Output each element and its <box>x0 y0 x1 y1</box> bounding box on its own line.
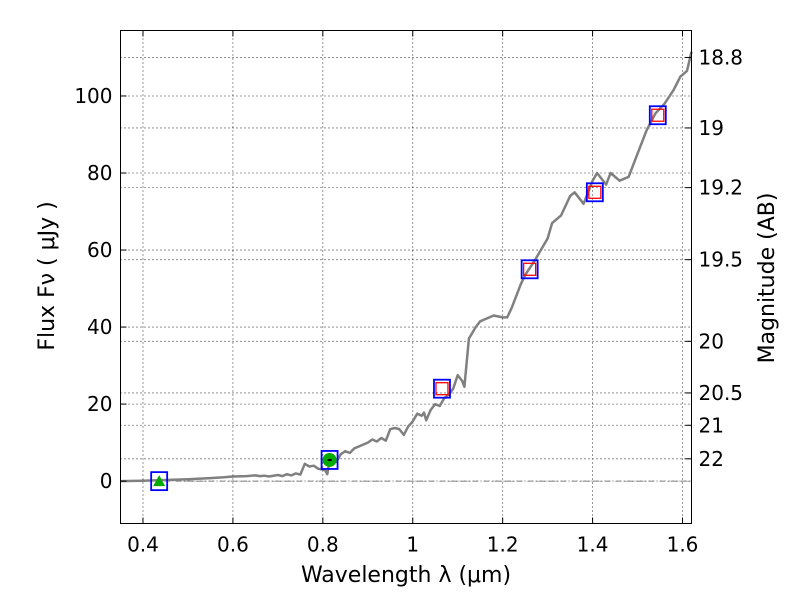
x-tick-label: 1.4 <box>577 533 609 557</box>
x-tick-label: 1 <box>406 533 419 557</box>
y-tick-label: 100 <box>74 84 112 108</box>
x-axis-ticks: 0.4 0.6 0.8 1 1.2 1.4 1.6 <box>127 30 699 557</box>
y-axis-label: Flux Fν ( μJy ) <box>35 201 60 350</box>
x-tick-label: 0.4 <box>127 533 159 557</box>
photometry-point-3 <box>433 378 451 399</box>
y2-tick-label: 21 <box>699 413 724 437</box>
plot-frame <box>120 30 692 524</box>
photometry-square <box>651 108 665 122</box>
grid-lines <box>120 30 692 524</box>
x-tick-label: 0.8 <box>307 533 339 557</box>
y-tick-label: 40 <box>87 315 112 339</box>
y-tick-label: 20 <box>87 392 112 416</box>
photometry-point-4 <box>520 259 539 280</box>
photometry-square <box>435 382 449 396</box>
photometry-frame <box>150 471 169 492</box>
photometry-frame <box>520 259 539 280</box>
y2-axis-ticks: 18.8 19 19.2 19.5 20 20.5 21 22 <box>685 45 744 471</box>
y-tick-label: 60 <box>87 238 112 262</box>
photometry-frame <box>320 450 339 470</box>
photometry-frame <box>433 378 451 399</box>
photometry-frame <box>585 182 604 203</box>
x-tick-label: 0.6 <box>217 533 249 557</box>
photometry-square <box>588 185 602 199</box>
y2-tick-label: 19.5 <box>699 248 744 272</box>
y2-tick-label: 20.5 <box>699 381 744 405</box>
photometry-frame <box>648 105 667 126</box>
x-axis-label: Wavelength λ (μm) <box>301 563 511 588</box>
y-tick-label: 80 <box>87 161 112 185</box>
y2-tick-label: 18.8 <box>699 45 744 69</box>
x-tick-label: 1.2 <box>487 533 519 557</box>
photometry-point-5 <box>585 182 604 203</box>
y2-axis-label: Magnitude (AB) <box>755 193 780 364</box>
spectrum-line <box>120 51 693 483</box>
y2-tick-label: 19 <box>699 116 724 140</box>
y2-tick-label: 20 <box>699 329 724 353</box>
x-tick-label: 1.6 <box>667 533 699 557</box>
photometry-point-2 <box>320 450 339 470</box>
photometry-point-6 <box>648 105 667 126</box>
y-axis-ticks: 0 20 40 60 80 100 <box>74 84 127 493</box>
photometry-square <box>522 262 537 276</box>
y2-tick-label: 22 <box>699 447 724 471</box>
y2-tick-label: 19.2 <box>699 176 744 200</box>
photometry-points <box>150 105 667 492</box>
photometry-point-1 <box>150 471 169 492</box>
y-tick-label: 0 <box>100 469 113 493</box>
photometry-triangle <box>153 475 166 487</box>
